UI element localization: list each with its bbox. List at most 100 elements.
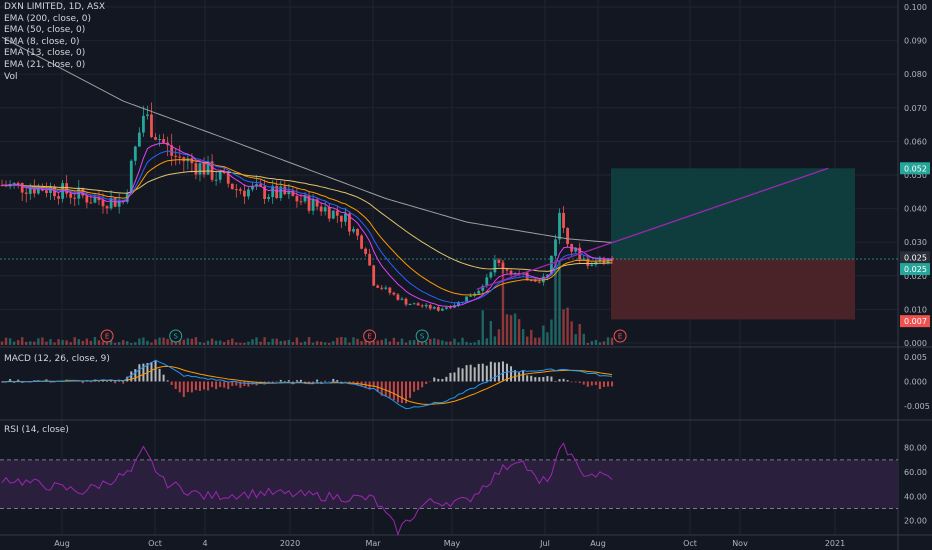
price-tag-box bbox=[900, 251, 930, 264]
macd-histogram-bar bbox=[554, 380, 557, 382]
time-tick-label: 2021 bbox=[825, 539, 845, 548]
volume-bar bbox=[287, 339, 291, 345]
candle-body bbox=[307, 195, 311, 211]
candle-body bbox=[436, 307, 440, 311]
chart-legend: DXN LIMITED, 1D, ASX EMA (200, close, 0)… bbox=[4, 2, 105, 83]
volume-bar bbox=[263, 337, 266, 345]
rsi-legend[interactable]: RSI (14, close) bbox=[4, 425, 69, 435]
price-tag-box bbox=[900, 162, 930, 175]
candle-body bbox=[97, 197, 101, 201]
volume-bar bbox=[4, 337, 8, 345]
macd-histogram-bar bbox=[194, 381, 197, 391]
volume-bar bbox=[388, 341, 392, 345]
candle-body bbox=[142, 115, 145, 133]
ema13-line bbox=[1, 150, 613, 304]
candle-body bbox=[170, 145, 174, 156]
volume-bar bbox=[101, 341, 105, 345]
candle-body bbox=[445, 307, 448, 309]
volume-bar bbox=[574, 334, 577, 345]
volume-bar bbox=[582, 333, 585, 345]
volume-bar bbox=[41, 337, 44, 345]
macd-histogram-bar bbox=[425, 381, 428, 384]
legend-ema13[interactable]: EMA (13, close, 0) bbox=[4, 48, 86, 59]
legend-ema200[interactable]: EMA (200, close, 0) bbox=[4, 13, 92, 24]
candle-body bbox=[364, 248, 367, 254]
candle-body bbox=[243, 190, 246, 197]
macd-histogram-bar bbox=[489, 361, 492, 382]
volume-bar bbox=[158, 337, 161, 345]
symbol-title[interactable]: DXN LIMITED, 1D, ASX bbox=[4, 2, 106, 12]
volume-bar bbox=[332, 341, 335, 345]
macd-histogram-bar bbox=[211, 381, 214, 388]
macd-histogram-bar bbox=[336, 380, 339, 382]
time-axis[interactable]: Aug Oct 4 2020 Mar May Jul Aug Oct Nov 2021 bbox=[54, 539, 845, 548]
volume-bar bbox=[73, 337, 76, 345]
legend-vol[interactable]: Vol bbox=[4, 71, 18, 82]
macd-histogram-bar bbox=[562, 378, 565, 382]
price-tick-label: 0.000 bbox=[904, 339, 927, 348]
volume-bar bbox=[142, 337, 145, 345]
time-tick-label: 2020 bbox=[280, 539, 300, 548]
macd-histogram-bar bbox=[138, 364, 141, 382]
trendline[interactable] bbox=[476, 167, 829, 290]
earnings-event-marker bbox=[613, 329, 627, 343]
legend-ema50[interactable]: EMA (50, close, 0) bbox=[4, 25, 86, 36]
volume-bar bbox=[33, 341, 36, 345]
volume-bar bbox=[65, 340, 68, 345]
legend-ema8[interactable]: EMA (8, close, 0) bbox=[4, 36, 80, 47]
macd-histogram-bar bbox=[223, 381, 226, 388]
rsi-tick-label: 80.00 bbox=[904, 444, 927, 453]
time-tick-label: Jul bbox=[539, 539, 550, 548]
volume-bar bbox=[61, 340, 64, 345]
macd-histogram-bar bbox=[566, 380, 569, 382]
macd-histogram-bar bbox=[417, 381, 420, 391]
candle-body bbox=[190, 158, 194, 164]
candle-body bbox=[311, 199, 315, 211]
volume-bar bbox=[364, 339, 367, 345]
volume-bar bbox=[93, 337, 97, 345]
macd-histogram-bar bbox=[207, 381, 210, 391]
candle-body bbox=[85, 195, 89, 203]
candle-body bbox=[238, 189, 242, 191]
volume-bar bbox=[303, 341, 307, 345]
candle-body bbox=[259, 184, 262, 187]
macd-histogram-bar bbox=[372, 381, 375, 387]
macd-histogram-bar bbox=[239, 381, 242, 388]
macd-histogram-bar bbox=[578, 381, 581, 383]
volume-bar bbox=[546, 332, 549, 345]
volume-bar bbox=[610, 337, 614, 345]
legend-ema21[interactable]: EMA (21, close, 0) bbox=[4, 59, 86, 70]
volume-bar bbox=[513, 313, 517, 345]
volume-bar bbox=[416, 338, 420, 345]
volume-bar bbox=[542, 325, 545, 345]
macd-histogram-bar bbox=[433, 377, 436, 382]
time-tick-label: 4 bbox=[202, 539, 207, 548]
candle-body bbox=[214, 179, 218, 181]
macd-tick-label: -0.005 bbox=[904, 402, 930, 411]
candle-body bbox=[174, 155, 178, 157]
macd-histogram-bar bbox=[275, 381, 278, 383]
macd-histogram-bar bbox=[611, 381, 614, 387]
candle-body bbox=[352, 229, 355, 232]
candle-body bbox=[408, 304, 412, 306]
candle-body bbox=[24, 192, 28, 194]
macd-histogram-bar bbox=[267, 381, 270, 383]
candle-body bbox=[93, 197, 97, 203]
macd-histogram-bar bbox=[142, 363, 145, 382]
volume-bar bbox=[275, 338, 278, 345]
candle-body bbox=[81, 187, 85, 196]
price-tags: 0.052 0.025 0.025 0.007 bbox=[900, 162, 930, 328]
macd-histogram-bar bbox=[182, 381, 185, 397]
price-axis[interactable]: 0.100 0.090 0.080 0.070 0.060 0.050 0.040 0.030… bbox=[904, 3, 930, 526]
macd-histogram-bar bbox=[409, 381, 412, 398]
volume-bar bbox=[457, 342, 460, 345]
volume-bar bbox=[534, 337, 537, 345]
time-tick-label: Nov bbox=[732, 539, 748, 548]
macd-legend[interactable]: MACD (12, 26, close, 9) bbox=[4, 354, 110, 364]
candle-body bbox=[400, 298, 404, 300]
volume-bar bbox=[437, 339, 440, 345]
candle-body bbox=[206, 161, 210, 175]
candle-body bbox=[69, 193, 73, 198]
